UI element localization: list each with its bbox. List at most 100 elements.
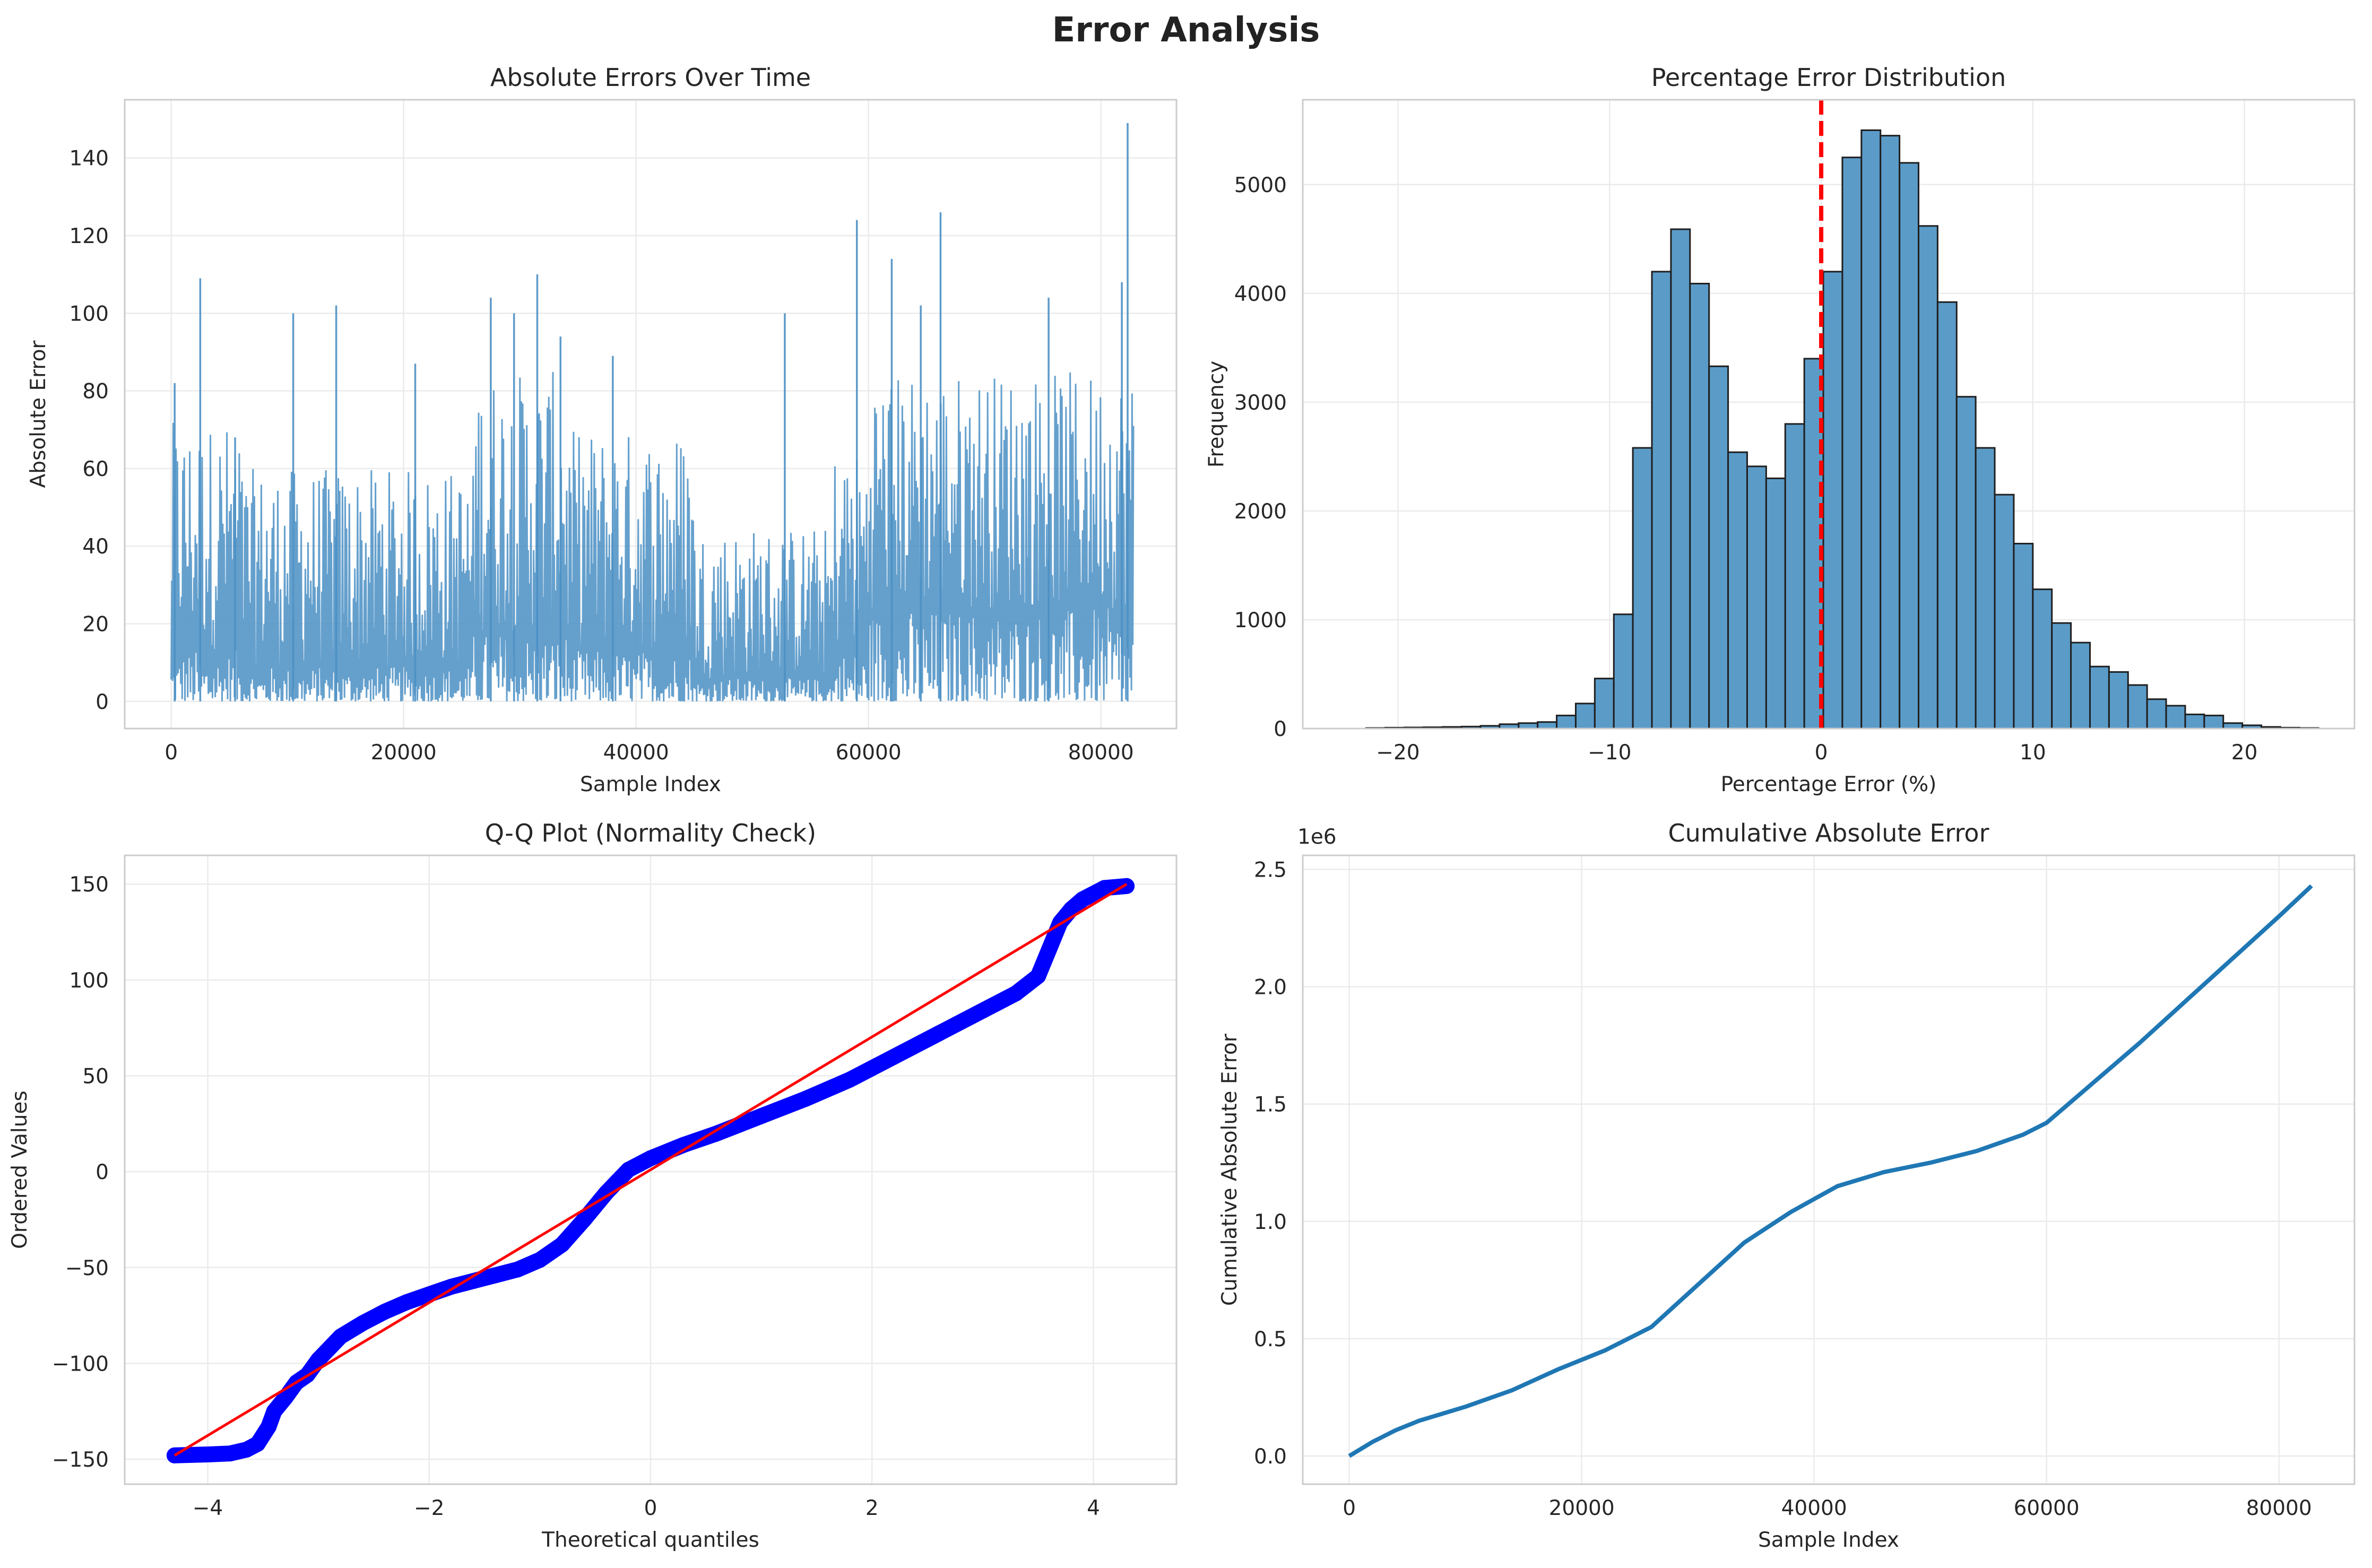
histogram-bar: [1822, 271, 1843, 730]
y-tick-label: 100: [70, 969, 109, 993]
axes-frame: [124, 99, 1178, 730]
qq-point: [487, 1267, 504, 1284]
histogram-bar: [2108, 671, 2129, 730]
x-axis-label: Theoretical quantiles: [541, 1528, 759, 1552]
x-tick-label: 10: [2020, 741, 2046, 765]
histogram-bar: [1594, 678, 1615, 730]
histogram-bar: [2127, 684, 2148, 730]
y-tick-label: 0: [96, 1160, 109, 1184]
y-tick-label: 150: [70, 873, 109, 897]
y-axis-label: Frequency: [1205, 361, 1228, 467]
panel-title: Q-Q Plot (Normality Check): [485, 819, 816, 847]
panel-cumulative-error: 0 20000 40000 60000 80000 0.0 0.5 1.0 1.5 2.0 2.5 C…: [1218, 819, 2356, 1552]
histogram-bar: [2013, 542, 2034, 730]
y-tick-label: 4000: [1234, 282, 1287, 306]
qq-point: [974, 1002, 991, 1019]
y-tick-label: 0.0: [1254, 1445, 1287, 1469]
y-tick-label: 0: [96, 690, 109, 714]
x-tick-label: −10: [1588, 741, 1631, 765]
x-tick-label: 80000: [2246, 1496, 2312, 1520]
qq-point: [532, 1252, 548, 1268]
y-tick-label: 1000: [1234, 609, 1287, 633]
histogram-bar: [1975, 447, 1996, 730]
y-tick-label: 40: [82, 535, 109, 559]
y-axis-label: Absolute Error: [27, 340, 50, 488]
qq-point: [598, 1184, 614, 1201]
histogram-bar: [1765, 477, 1786, 730]
y-tick-label: 60: [82, 457, 109, 481]
qq-point: [554, 1236, 570, 1253]
histogram-bar: [1574, 703, 1596, 730]
cumulative-error-line: [1348, 884, 2313, 1458]
y-tick-label: 1.5: [1254, 1093, 1287, 1117]
y-tick-label: 80: [82, 380, 109, 404]
panel-title: Absolute Errors Over Time: [490, 63, 811, 92]
histogram-bar: [1994, 493, 2015, 730]
x-tick-label: −20: [1376, 741, 1419, 765]
plot-area: [1303, 855, 2354, 1484]
x-tick-label: 20000: [1549, 1496, 1615, 1520]
histogram-bar: [1880, 135, 1901, 730]
x-tick-label: 40000: [1781, 1496, 1847, 1520]
y-tick-label: 2000: [1234, 500, 1287, 524]
qq-point: [1041, 941, 1058, 958]
qq-point: [249, 1436, 266, 1452]
qq-point: [509, 1261, 526, 1278]
qq-point: [930, 1025, 947, 1042]
y-axis-label: Cumulative Absolute Error: [1218, 1033, 1242, 1306]
histogram-bar: [1518, 722, 1539, 730]
qq-point: [277, 1390, 293, 1406]
x-tick-label: 20: [2231, 741, 2258, 765]
qq-point: [266, 1403, 282, 1419]
qq-point: [354, 1315, 371, 1331]
panel-absolute-errors: 0 20000 40000 60000 80000 0 20 40 60 80 100 120 140 A…: [27, 63, 1178, 796]
x-axis-label: Percentage Error (%): [1721, 773, 1937, 796]
y-tick-label: −150: [52, 1448, 109, 1472]
histogram-bar: [2165, 705, 2186, 730]
x-tick-label: 2: [865, 1496, 879, 1520]
histogram-bar: [2222, 722, 2244, 730]
y-tick-label: 100: [70, 302, 109, 326]
histogram-bar: [2184, 713, 2205, 730]
histogram-bar: [1860, 129, 1882, 730]
x-tick-label: 60000: [836, 741, 902, 765]
x-tick-label: 60000: [2014, 1496, 2080, 1520]
axes-frame: [1302, 854, 2356, 1485]
qq-point: [1008, 985, 1024, 1002]
y-tick-label: 20: [82, 613, 109, 637]
histogram-bar: [1727, 451, 1748, 730]
panel-title: Cumulative Absolute Error: [1668, 819, 1989, 847]
absolute-error-series: [170, 372, 1135, 701]
x-axis-label: Sample Index: [1758, 1528, 1899, 1552]
histogram-bar: [2089, 665, 2110, 730]
y-tick-label: 140: [70, 147, 109, 171]
y-tick-label: 0: [1274, 717, 1287, 741]
histogram-bar: [1632, 447, 1653, 730]
histogram-bar: [1556, 714, 1577, 730]
histogram-bar: [1841, 157, 1863, 730]
histogram-bar: [1784, 423, 1805, 730]
figure-title: Error Analysis: [1052, 11, 1320, 50]
histogram-bar: [1651, 271, 1672, 730]
histogram-bar: [1537, 721, 1558, 730]
y-tick-label: 3000: [1234, 391, 1287, 415]
qq-point: [1030, 968, 1046, 984]
qq-point: [1074, 891, 1090, 908]
x-tick-label: 20000: [371, 741, 437, 765]
qq-point: [643, 1150, 659, 1166]
histogram-bar: [2146, 698, 2167, 730]
qq-point: [310, 1352, 327, 1368]
qq-point: [377, 1303, 393, 1320]
y-tick-label: −50: [65, 1257, 109, 1280]
panel-title: Percentage Error Distribution: [1651, 63, 2006, 92]
x-tick-label: 4: [1087, 1496, 1100, 1520]
panel-percentage-error-distribution: −20 −10 0 10 20 0 1000 2000 3000 4000 5000 Percenta…: [1205, 63, 2356, 796]
histogram-bar: [1613, 613, 1634, 730]
histogram-bar: [1708, 365, 1729, 730]
y-tick-label: 2.5: [1254, 859, 1287, 882]
histogram-bar: [2070, 642, 2091, 730]
qq-point: [886, 1049, 902, 1065]
histogram-bar: [2203, 714, 2224, 730]
histogram-bar: [1936, 301, 1958, 730]
